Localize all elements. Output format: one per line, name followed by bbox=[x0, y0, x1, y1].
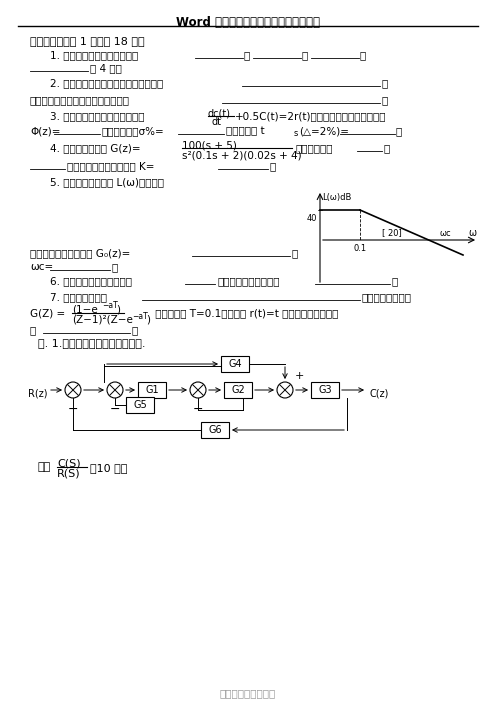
Text: Word 可编辑资料分享，希望对你有帮助: Word 可编辑资料分享，希望对你有帮助 bbox=[176, 16, 320, 29]
Text: L(ω)dB: L(ω)dB bbox=[322, 193, 351, 202]
Bar bbox=[126, 397, 154, 413]
Text: G4: G4 bbox=[228, 359, 242, 369]
Text: ωc: ωc bbox=[439, 229, 451, 238]
Text: 。: 。 bbox=[270, 161, 276, 171]
Text: G6: G6 bbox=[208, 425, 222, 435]
Text: 4. 某单位反馈系统 G(z)=: 4. 某单位反馈系统 G(z)= bbox=[50, 143, 141, 153]
Text: ，则该系统是: ，则该系统是 bbox=[295, 143, 332, 153]
Text: ω: ω bbox=[468, 228, 476, 238]
Text: 40: 40 bbox=[307, 214, 317, 223]
Bar bbox=[311, 382, 339, 398]
Text: 一、填空（每空 1 分，共 18 分）: 一、填空（每空 1 分，共 18 分） bbox=[30, 36, 145, 46]
Text: 。: 。 bbox=[112, 262, 118, 272]
Text: 共 4 种。: 共 4 种。 bbox=[90, 63, 122, 73]
Text: ；: ； bbox=[291, 248, 297, 258]
Text: 调节器，其校正作用是: 调节器，其校正作用是 bbox=[217, 276, 280, 286]
Text: 7. 采样器的作用是: 7. 采样器的作用是 bbox=[50, 292, 107, 302]
Text: ；该系统超调σ%=: ；该系统超调σ%= bbox=[102, 126, 165, 136]
Text: 型系统；其开环放大系数 K=: 型系统；其开环放大系数 K= bbox=[67, 161, 154, 171]
Text: G(Z) =: G(Z) = bbox=[30, 308, 65, 318]
Text: 。: 。 bbox=[381, 78, 387, 88]
Text: 、: 、 bbox=[360, 50, 366, 60]
Text: Φ(z)=: Φ(z)= bbox=[30, 126, 61, 136]
Text: 为: 为 bbox=[30, 325, 36, 335]
Text: −: − bbox=[68, 403, 78, 416]
Text: (1−e: (1−e bbox=[72, 305, 98, 315]
Bar bbox=[221, 356, 249, 372]
Bar bbox=[201, 422, 229, 438]
Text: [ 20]: [ 20] bbox=[382, 228, 402, 237]
Text: （10 分）: （10 分） bbox=[90, 463, 127, 473]
Text: 二. 1.求图示控制系统的传递函数.: 二. 1.求图示控制系统的传递函数. bbox=[38, 338, 145, 348]
Text: 100(s + 5): 100(s + 5) bbox=[182, 140, 237, 150]
Text: (Z−1)²(Z−e: (Z−1)²(Z−e bbox=[72, 315, 133, 325]
Text: R(S): R(S) bbox=[57, 469, 81, 479]
Text: ): ) bbox=[146, 315, 150, 325]
Text: 、: 、 bbox=[302, 50, 308, 60]
Text: 6. 相位滞后校正装置又称为: 6. 相位滞后校正装置又称为 bbox=[50, 276, 132, 286]
Text: 。: 。 bbox=[396, 126, 402, 136]
Text: （单位反馈 T=0.1）当输入 r(t)=t 时，该系统稳态误差: （单位反馈 T=0.1）当输入 r(t)=t 时，该系统稳态误差 bbox=[152, 308, 338, 318]
Text: s²(0.1s + 2)(0.02s + 4): s²(0.1s + 2)(0.02s + 4) bbox=[182, 150, 302, 160]
Text: 2. 连续控制系统稳定的充分必要条件是: 2. 连续控制系统稳定的充分必要条件是 bbox=[50, 78, 163, 88]
Text: −: − bbox=[110, 403, 120, 416]
Text: (△=2%)=: (△=2%)= bbox=[299, 126, 349, 136]
Text: 5. 已知自动控制系统 L(ω)曲线为：: 5. 已知自动控制系统 L(ω)曲线为： bbox=[50, 177, 164, 187]
Text: +0.5C(t)=2r(t)。则该系统的闭环传递函数: +0.5C(t)=2r(t)。则该系统的闭环传递函数 bbox=[235, 111, 386, 121]
Text: 。: 。 bbox=[381, 95, 387, 105]
Bar bbox=[224, 382, 252, 398]
Text: ωc=: ωc= bbox=[30, 262, 53, 272]
Text: dt: dt bbox=[212, 117, 222, 127]
Text: 0.1: 0.1 bbox=[354, 244, 367, 253]
Text: 完整版学习资料分享: 完整版学习资料分享 bbox=[220, 688, 276, 698]
Text: C(S): C(S) bbox=[57, 459, 81, 469]
Text: 3. 某统控制系统的微分方程为：: 3. 某统控制系统的微分方程为： bbox=[50, 111, 144, 121]
Text: 求：: 求： bbox=[38, 462, 51, 472]
Text: 、: 、 bbox=[244, 50, 250, 60]
Text: 离散控制系统稳定的充分必要条件是: 离散控制系统稳定的充分必要条件是 bbox=[30, 95, 130, 105]
Text: +: + bbox=[295, 371, 305, 381]
Text: 则该系统开环传递函数 G₀(z)=: 则该系统开环传递函数 G₀(z)= bbox=[30, 248, 130, 258]
Text: −: − bbox=[193, 403, 203, 416]
Text: 阶: 阶 bbox=[383, 143, 389, 153]
Bar bbox=[138, 382, 166, 398]
Text: G1: G1 bbox=[145, 385, 159, 395]
Text: ；调节时间 t: ；调节时间 t bbox=[226, 126, 265, 136]
Text: 1. 自动控制系统的数学模型有: 1. 自动控制系统的数学模型有 bbox=[50, 50, 138, 60]
Text: 。: 。 bbox=[131, 325, 137, 335]
Text: ，某离散控制系统: ，某离散控制系统 bbox=[362, 292, 412, 302]
Text: s: s bbox=[294, 129, 299, 138]
Text: R(z): R(z) bbox=[28, 389, 48, 399]
Text: G5: G5 bbox=[133, 400, 147, 410]
Text: ): ) bbox=[116, 305, 120, 315]
Text: G2: G2 bbox=[231, 385, 245, 395]
Text: −aT: −aT bbox=[102, 301, 118, 310]
Text: dc(t): dc(t) bbox=[208, 108, 231, 118]
Text: −aT: −aT bbox=[132, 312, 148, 321]
Text: C(z): C(z) bbox=[369, 389, 388, 399]
Text: G3: G3 bbox=[318, 385, 332, 395]
Text: 。: 。 bbox=[391, 276, 397, 286]
